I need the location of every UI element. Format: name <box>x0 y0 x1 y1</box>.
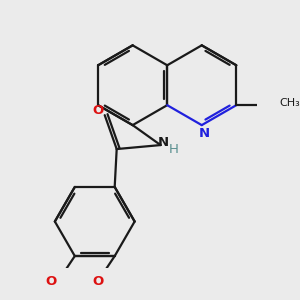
Text: O: O <box>92 275 104 288</box>
Text: O: O <box>92 104 104 117</box>
Text: CH₃: CH₃ <box>279 98 300 109</box>
Text: N: N <box>199 127 210 140</box>
Text: N: N <box>158 136 169 149</box>
Text: O: O <box>46 275 57 288</box>
Text: H: H <box>169 143 179 156</box>
